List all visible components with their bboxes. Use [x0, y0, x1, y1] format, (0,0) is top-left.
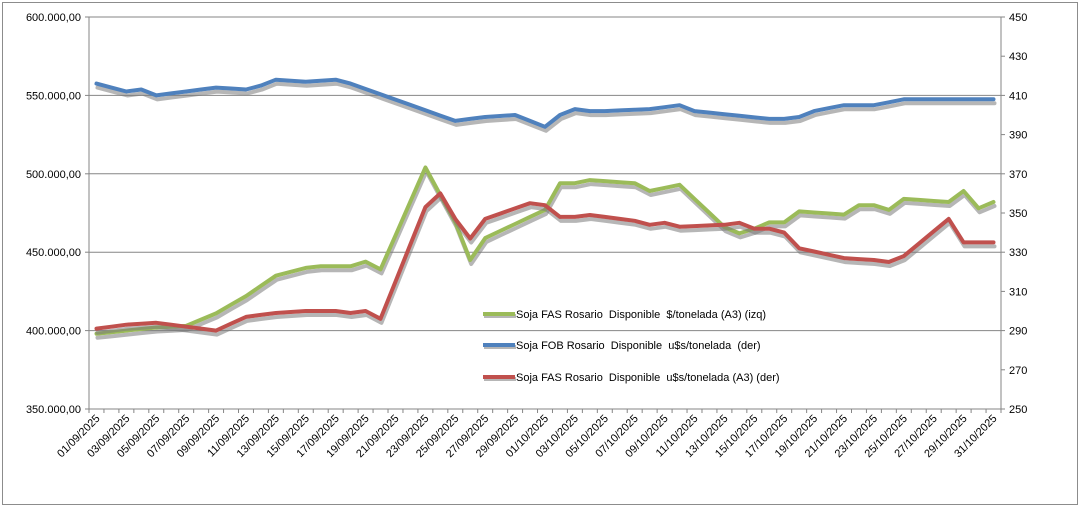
series-line-shadow	[95, 195, 997, 337]
y-right-tick-label: 450	[1009, 12, 1027, 24]
series-line-shadow	[95, 81, 997, 133]
y-right-tick-label: 430	[1009, 51, 1027, 63]
y-right-tick-label: 290	[1009, 326, 1027, 338]
line-chart: 350.000,00 400.000,00 450.000,00 500.000,00…	[26, 12, 1027, 460]
series-line-shadow	[95, 169, 997, 340]
y-left-tick-label: 400.000,00	[26, 326, 81, 338]
y-right-tick-label: 370	[1009, 169, 1027, 181]
legend-label-1: Soja FAS Rosario Disponible $/tonelada (…	[516, 309, 766, 321]
axes: 350.000,00 400.000,00 450.000,00 500.000,00…	[26, 12, 1027, 460]
y-left-tick-label: 600.000,00	[26, 12, 81, 24]
legend: Soja FAS Rosario Disponible $/tonelada (…	[483, 309, 780, 384]
y-right-tick-label: 390	[1009, 130, 1027, 142]
y-left-tick-label: 450.000,00	[26, 247, 81, 259]
y-right-tick-label: 250	[1009, 404, 1027, 416]
y-right-tick-label: 270	[1009, 365, 1027, 377]
y-right-tick-label: 330	[1009, 247, 1027, 259]
y-right-tick-label: 350	[1009, 208, 1027, 220]
legend-label-2: Soja FOB Rosario Disponible u$s/tonelada…	[516, 340, 761, 352]
series-line-3	[94, 191, 996, 333]
chart-frame: 350.000,00 400.000,00 450.000,00 500.000,00…	[2, 2, 1078, 505]
series-lines	[94, 77, 997, 340]
y-left-tick-label: 350.000,00	[26, 404, 81, 416]
y-left-tick-label: 550.000,00	[26, 90, 81, 102]
series-line-2	[94, 77, 996, 129]
y-right-tick-label: 310	[1009, 286, 1027, 298]
y-right-tick-label: 410	[1009, 90, 1027, 102]
y-left-tick-label: 500.000,00	[26, 169, 81, 181]
legend-label-3: Soja FAS Rosario Disponible u$s/tonelada…	[516, 372, 780, 384]
